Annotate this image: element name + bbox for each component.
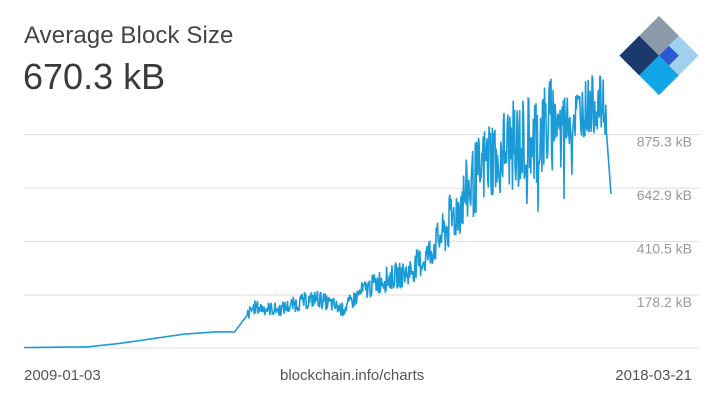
x-start-date: 2009-01-03 xyxy=(24,367,101,384)
chart-title: Average Block Size xyxy=(24,22,234,49)
y-tick-label-1: 410.5 kB xyxy=(637,241,692,257)
y-tick-label-2: 642.9 kB xyxy=(637,187,692,203)
logo-tile-light xyxy=(639,55,679,96)
logo-tile-gray xyxy=(639,16,679,56)
y-axis-tick-labels: 178.2 kB 410.5 kB 642.9 kB 875.3 kB xyxy=(637,134,692,310)
y-tick-label-3: 875.3 kB xyxy=(637,134,692,150)
grid-lines xyxy=(24,134,700,349)
current-value: 670.3 kB xyxy=(23,56,166,97)
source-link[interactable]: blockchain.info/charts xyxy=(280,367,425,384)
blockchain-logo-icon xyxy=(619,16,699,96)
x-end-date: 2018-03-21 xyxy=(615,367,692,384)
y-tick-label-0: 178.2 kB xyxy=(637,294,692,310)
series-line-average-block-size xyxy=(24,75,612,349)
